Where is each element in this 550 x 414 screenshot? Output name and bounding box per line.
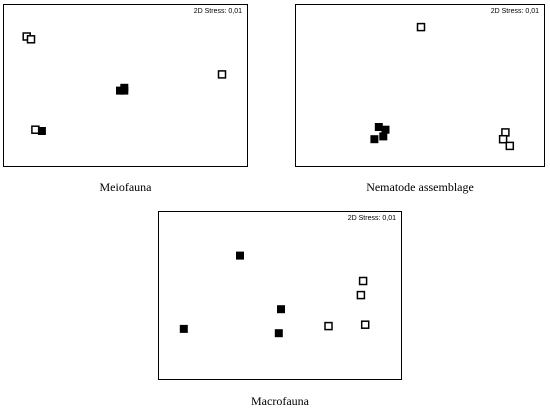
plot-area-macrofauna — [179, 251, 370, 338]
plot-panel-nematode-assemblage: 2D Stress: 0,01 — [295, 4, 545, 167]
open-square-point — [217, 70, 227, 79]
open-square-point — [31, 125, 40, 134]
open-square-point — [501, 128, 510, 137]
filled-square-point — [379, 132, 388, 141]
stress-label: 2D Stress: 0,01 — [490, 8, 539, 15]
open-square-point — [358, 276, 368, 286]
filled-square-point — [120, 83, 129, 92]
caption-macrofauna: Macrofauna — [251, 394, 309, 408]
filled-square-point — [236, 251, 244, 260]
caption-nematode-assemblage: Nematode assemblage — [366, 180, 474, 194]
open-square-point — [505, 141, 515, 151]
plot-panel-macrofauna: 2D Stress: 0,01 — [158, 211, 402, 380]
filled-square-point — [179, 324, 188, 333]
plot-panel-meiofauna: 2D Stress: 0,01 — [3, 4, 248, 167]
stress-label: 2D Stress: 0,01 — [193, 8, 242, 15]
plot-area-nematode-assemblage — [370, 22, 515, 151]
stress-label: 2D Stress: 0,01 — [347, 215, 396, 222]
filled-square-point — [381, 125, 390, 134]
filled-square-point — [37, 127, 46, 135]
open-square-point — [498, 134, 508, 144]
open-square-point — [324, 321, 333, 331]
open-square-point — [416, 22, 426, 32]
open-square-point — [360, 320, 370, 329]
plot-area-meiofauna — [22, 32, 227, 135]
filled-square-point — [370, 135, 379, 144]
open-square-point — [26, 35, 36, 44]
filled-square-point — [274, 329, 283, 338]
filled-square-point — [374, 123, 383, 131]
filled-square-point — [277, 305, 285, 314]
caption-meiofauna: Meiofauna — [99, 180, 152, 194]
open-square-point — [356, 290, 366, 300]
